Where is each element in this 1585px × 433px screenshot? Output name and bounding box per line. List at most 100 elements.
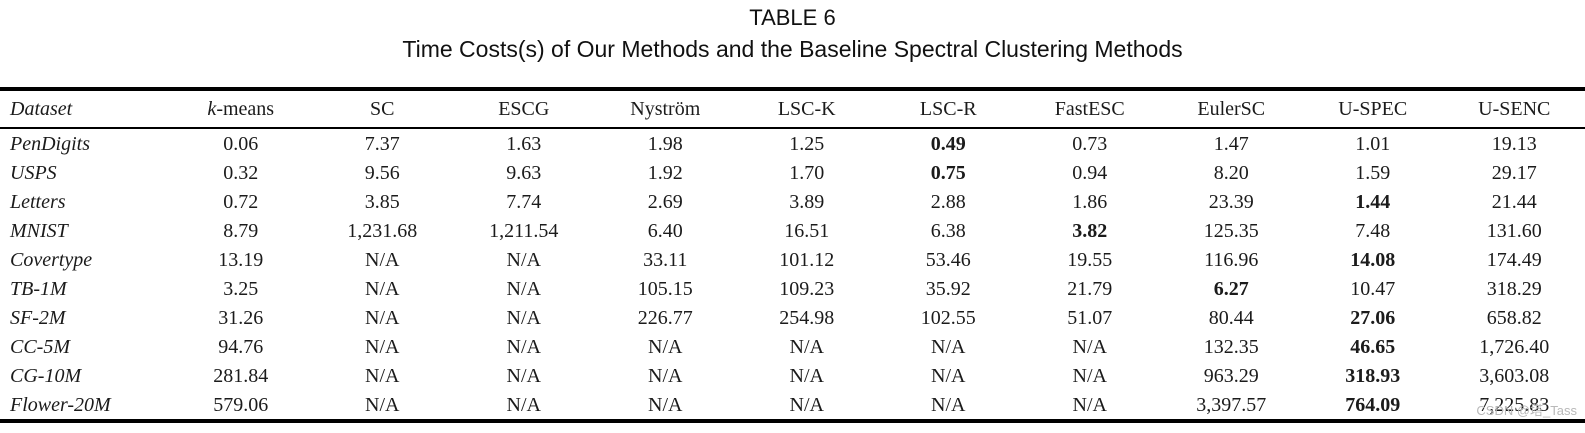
column-header-eulersc: EulerSC (1160, 89, 1302, 129)
cell-value: 3.85 (364, 190, 400, 213)
cell-value: 105.15 (637, 277, 693, 300)
table-container: Dataset k-means SC ESCG Nyström LSC-K LSC-R Fas… (0, 87, 1585, 423)
cell-value: 1.47 (1213, 132, 1249, 155)
cell-value: 1.70 (789, 161, 825, 184)
cell-value: 16.51 (784, 219, 830, 242)
cell-value: N/A (365, 335, 400, 358)
cell-value: 101.12 (779, 248, 835, 271)
cell-value: 1.92 (647, 161, 683, 184)
cell-value: 1.63 (506, 132, 542, 155)
table-row: Covertype 13.19 N/A N/A 33.11 101.12 53.46 19.5… (0, 245, 1585, 274)
cell-value: 102.55 (920, 306, 976, 329)
cell-value: N/A (789, 364, 824, 387)
cell-value: 3.25 (223, 277, 259, 300)
cell-value: 7.37 (364, 132, 400, 155)
cell-value: 3.82 (1072, 219, 1108, 242)
cell-value: 125.35 (1203, 219, 1259, 242)
cell-value: 6.38 (930, 219, 966, 242)
cell-value: N/A (365, 277, 400, 300)
cell-value: N/A (365, 248, 400, 271)
table-caption: TABLE 6 Time Costs(s) of Our Methods and… (0, 4, 1585, 64)
cell-value: 7.74 (506, 190, 542, 213)
cell-value: 19.55 (1067, 248, 1113, 271)
cell-value: N/A (1072, 393, 1107, 416)
column-header-u-spec: U-SPEC (1302, 89, 1444, 129)
cell-value: 132.35 (1203, 335, 1259, 358)
cell-value: 21.44 (1491, 190, 1537, 213)
cell-value: 3,603.08 (1479, 364, 1550, 387)
cell-value: 109.23 (779, 277, 835, 300)
cell-value: N/A (648, 364, 683, 387)
time-costs-table: Dataset k-means SC ESCG Nyström LSC-K LSC-R Fas… (0, 87, 1585, 423)
cell-value: 51.07 (1067, 306, 1113, 329)
column-header-fastesc: FastESC (1019, 89, 1161, 129)
cell-value: 963.29 (1203, 364, 1259, 387)
cell-value: N/A (931, 335, 966, 358)
column-header-u-senc: U-SENC (1443, 89, 1585, 129)
cell-value: 174.49 (1486, 248, 1542, 271)
cell-value: 2.88 (930, 190, 966, 213)
dataset-name: CC-5M (10, 335, 70, 358)
cell-value: 1,211.54 (489, 219, 559, 242)
cell-value: 27.06 (1350, 306, 1396, 329)
dataset-name: SF-2M (10, 306, 66, 329)
dataset-name: Flower-20M (10, 393, 111, 416)
cell-value: 7.48 (1355, 219, 1391, 242)
dataset-name: Letters (10, 190, 66, 213)
table-row: USPS 0.32 9.56 9.63 1.92 1.70 0.75 0.94 8.20 1.59… (0, 158, 1585, 187)
cell-value: 46.65 (1350, 335, 1396, 358)
dataset-name: TB-1M (10, 277, 67, 300)
cell-value: 8.20 (1213, 161, 1249, 184)
cell-value: 80.44 (1208, 306, 1254, 329)
cell-value: 226.77 (637, 306, 693, 329)
cell-value: 131.60 (1486, 219, 1542, 242)
cell-value: 0.73 (1072, 132, 1108, 155)
cell-value: N/A (506, 335, 541, 358)
cell-value: 1,231.68 (347, 219, 418, 242)
table-row: Flower-20M 579.06 N/A N/A N/A N/A N/A N/A 3,397.… (0, 390, 1585, 421)
cell-value: 9.56 (364, 161, 400, 184)
column-header-dataset: Dataset (0, 89, 170, 129)
cell-value: 6.40 (647, 219, 683, 242)
cell-value: 0.49 (930, 132, 966, 155)
cell-value: N/A (789, 335, 824, 358)
column-header-k-means: k-means (170, 89, 312, 129)
cell-value: 0.75 (930, 161, 966, 184)
dataset-name: CG-10M (10, 364, 82, 387)
cell-value: N/A (365, 364, 400, 387)
cell-value: 53.46 (925, 248, 971, 271)
cell-value: 21.79 (1067, 277, 1113, 300)
cell-value: 1.25 (789, 132, 825, 155)
cell-value: 33.11 (643, 248, 688, 271)
cell-value: 1.59 (1355, 161, 1391, 184)
cell-value: 0.94 (1072, 161, 1108, 184)
cell-value: 94.76 (218, 335, 264, 358)
cell-value: 579.06 (213, 393, 269, 416)
watermark: CSDN @塔_Tass (1476, 403, 1577, 418)
cell-value: 0.72 (223, 190, 259, 213)
cell-value: 764.09 (1345, 393, 1401, 416)
cell-value: 3.89 (789, 190, 825, 213)
column-header-lsc-r: LSC-R (877, 89, 1019, 129)
cell-value: 0.06 (223, 132, 259, 155)
cell-value: 1.98 (647, 132, 683, 155)
cell-value: 1.44 (1355, 190, 1391, 213)
cell-value: N/A (506, 306, 541, 329)
table-row: SF-2M 31.26 N/A N/A 226.77 254.98 102.55 51.07 8… (0, 303, 1585, 332)
table-row: TB-1M 3.25 N/A N/A 105.15 109.23 35.92 21.79 6.2… (0, 274, 1585, 303)
table-row: MNIST 8.79 1,231.68 1,211.54 6.40 16.51 6.38 3.… (0, 216, 1585, 245)
cell-value: 7,225.83 (1479, 393, 1550, 416)
cell-value: 6.27 (1213, 277, 1249, 300)
cell-value: N/A (506, 364, 541, 387)
column-header-lsc-k: LSC-K (736, 89, 878, 129)
cell-value: 35.92 (925, 277, 971, 300)
dataset-name: Covertype (10, 248, 93, 271)
cell-value: 3,397.57 (1196, 393, 1267, 416)
cell-value: 19.13 (1491, 132, 1537, 155)
table-title: Time Costs(s) of Our Methods and the Bas… (402, 36, 1183, 62)
header-row: Dataset k-means SC ESCG Nyström LSC-K LSC-R Fas… (0, 89, 1585, 129)
cell-value: N/A (931, 364, 966, 387)
cell-value: N/A (648, 335, 683, 358)
table-row: Letters 0.72 3.85 7.74 2.69 3.89 2.88 1.86 23.39… (0, 187, 1585, 216)
cell-value: N/A (1072, 335, 1107, 358)
